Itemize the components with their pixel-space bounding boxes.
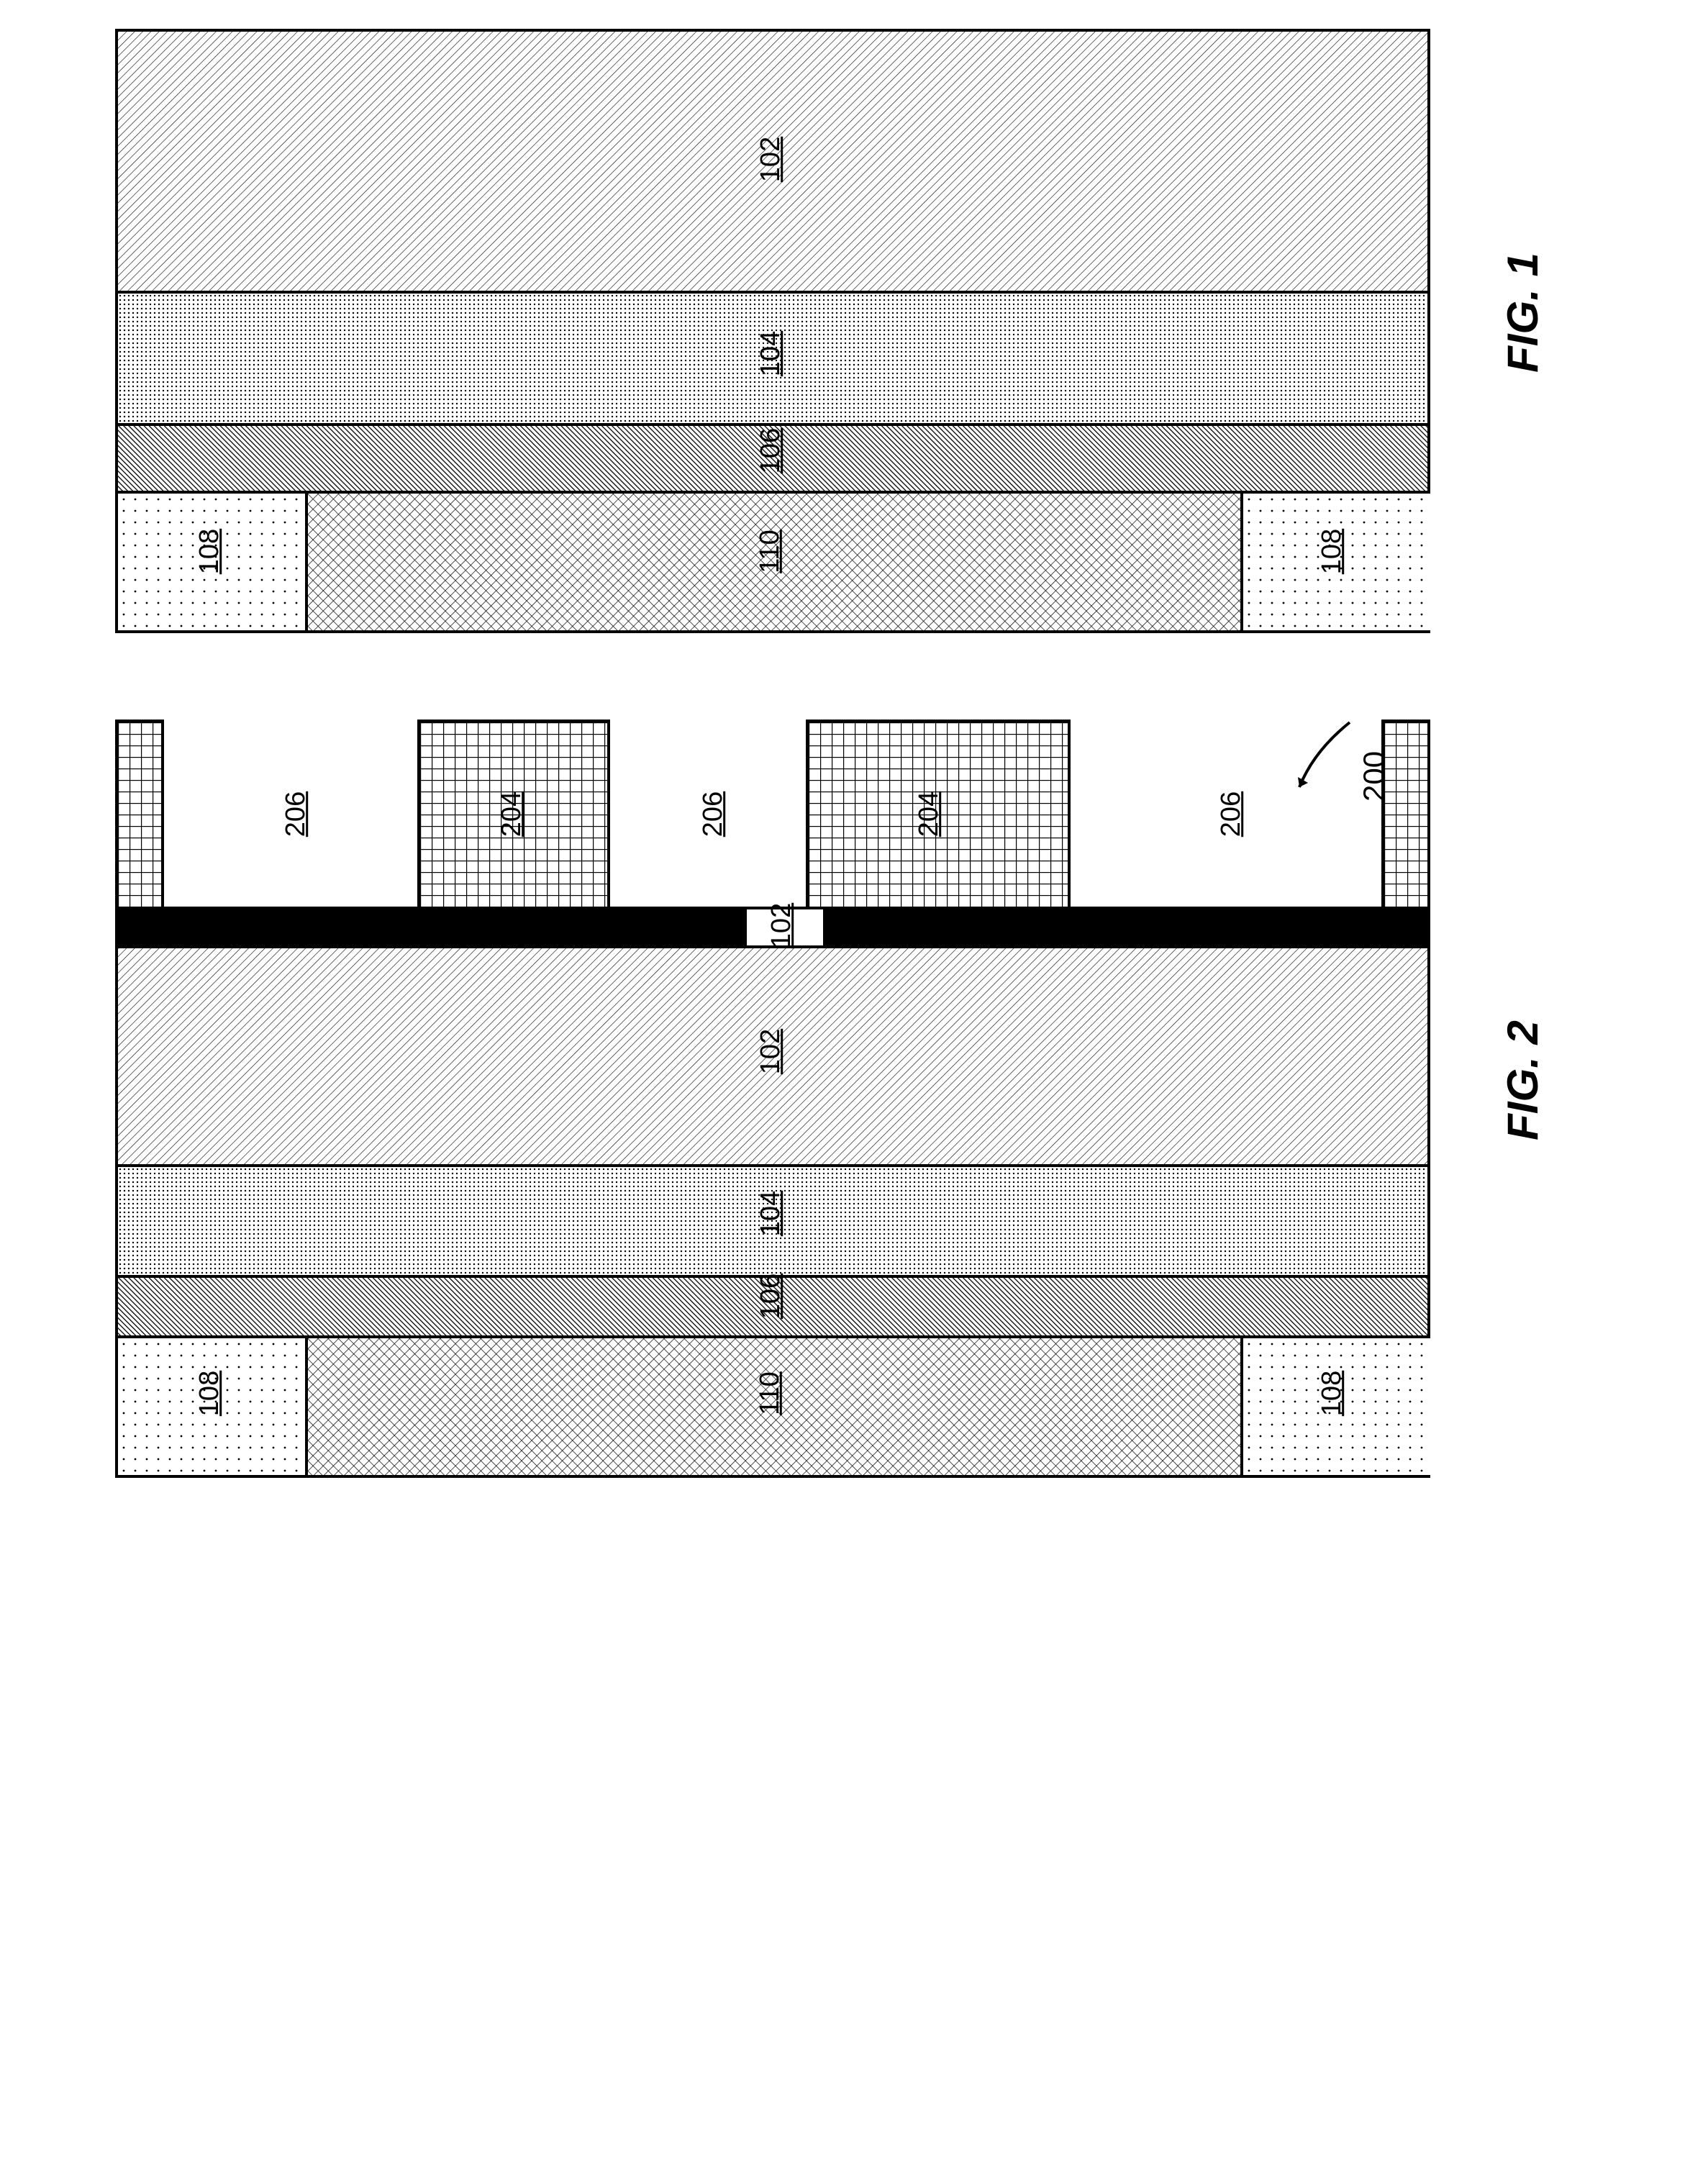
layer-segment [744,909,829,945]
gate-row: 206 204 206 204 206 [115,720,1425,907]
layer-segment [118,32,1427,291]
figure: 100102104106108110108FIG. 1 [115,29,1425,633]
layer-segment [305,494,1246,630]
layer-label: 206 [1216,791,1247,837]
layer-segment [305,1338,1246,1475]
layer-label: 206 [698,791,729,837]
layer-segment [118,1278,1427,1335]
layer-segment [118,909,747,945]
layer-row [118,1335,1427,1475]
thin-layer [118,909,1427,945]
layer-row [118,1275,1427,1335]
layer-segment [1240,494,1430,630]
layer-stack [115,907,1430,1478]
layer-segment [118,1338,308,1475]
layer-row [118,945,1427,1164]
layer-stack [115,29,1430,633]
figure-caption: FIG. 1 [1498,253,1548,373]
layer-row [118,491,1427,630]
layer-segment [118,426,1427,491]
layer-row [118,423,1427,491]
layer-segment [118,1167,1427,1275]
layer-label: 204 [914,791,945,837]
layer-row [118,1164,1427,1275]
layer-label: 204 [496,791,527,837]
figure: 200206204206204206102102104106108110108F… [115,720,1425,1478]
layer-row [118,32,1427,291]
layer-segment [118,494,308,630]
layer-segment [823,909,1430,945]
layer-row [118,291,1427,423]
layer-segment [118,294,1427,423]
layer-segment [1240,1338,1430,1475]
layer-segment [118,948,1427,1164]
layer-label: 206 [281,791,312,837]
figure-caption: FIG. 2 [1498,1020,1548,1140]
